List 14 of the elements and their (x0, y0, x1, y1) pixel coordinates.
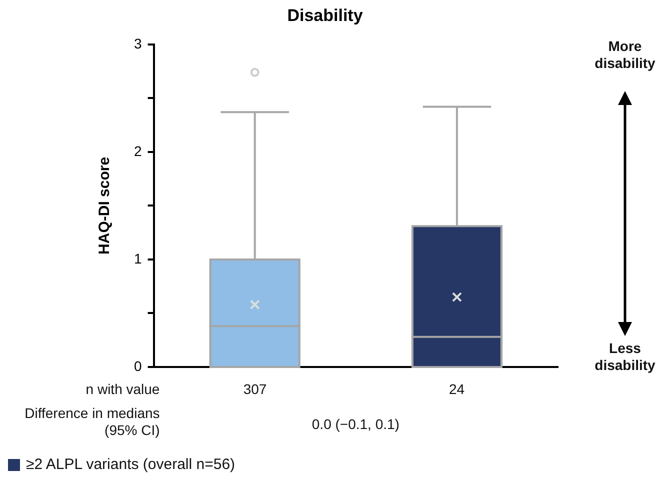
y-tick-label: 3 (134, 35, 142, 52)
y-tick-label: 0 (134, 358, 142, 374)
legend-label: ≥2 ALPL variants (overall n=56) (26, 456, 236, 473)
text: n with value (86, 381, 160, 397)
text: 24 (448, 381, 465, 397)
text: 307 (243, 381, 267, 397)
chart-title: Disability (287, 6, 364, 25)
text: 0.0 (−0.1, 0.1) (312, 416, 400, 432)
text: Less disability (594, 340, 656, 374)
text: More disability (594, 38, 656, 72)
y-axis-title: HAQ-DI score (96, 156, 114, 254)
text: Difference in medians (95% CI) (24, 405, 160, 439)
y-tick-label: 1 (134, 250, 142, 266)
y-tick-label: 2 (134, 142, 142, 159)
